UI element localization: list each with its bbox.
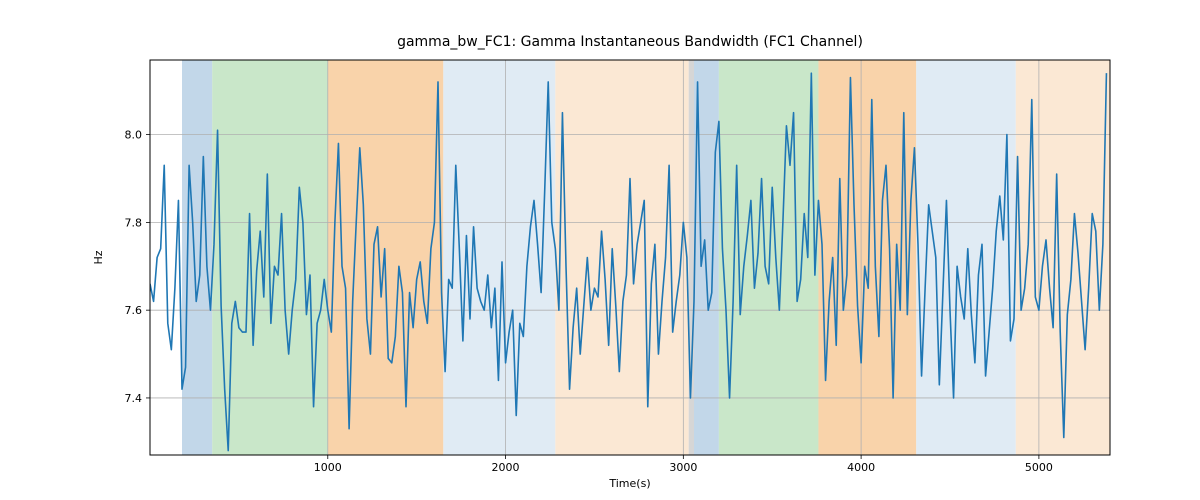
chart-band: [555, 60, 688, 455]
chart-container: 1000 2000 3000 4000 5000 7.4 7.6 7.8 8.0 Time(s) H…: [0, 0, 1200, 500]
chart-band: [916, 60, 1016, 455]
y-tick-label: 7.4: [125, 392, 143, 405]
x-axis-label: Time(s): [608, 477, 650, 490]
y-tick-label: 7.6: [125, 304, 143, 317]
y-tick-label: 7.8: [125, 216, 143, 229]
x-tick-label: 2000: [492, 461, 520, 474]
line-chart-svg: 1000 2000 3000 4000 5000 7.4 7.6 7.8 8.0 Time(s) H…: [0, 0, 1200, 500]
x-tick-label: 5000: [1025, 461, 1053, 474]
chart-band: [182, 60, 212, 455]
chart-band: [689, 60, 694, 455]
x-tick-label: 3000: [669, 461, 697, 474]
chart-title: gamma_bw_FC1: Gamma Instantaneous Bandwi…: [397, 34, 863, 50]
x-tick-label: 1000: [314, 461, 342, 474]
y-axis-label: Hz: [92, 250, 105, 264]
x-tick-label: 4000: [847, 461, 875, 474]
y-tick-label: 8.0: [125, 129, 143, 142]
